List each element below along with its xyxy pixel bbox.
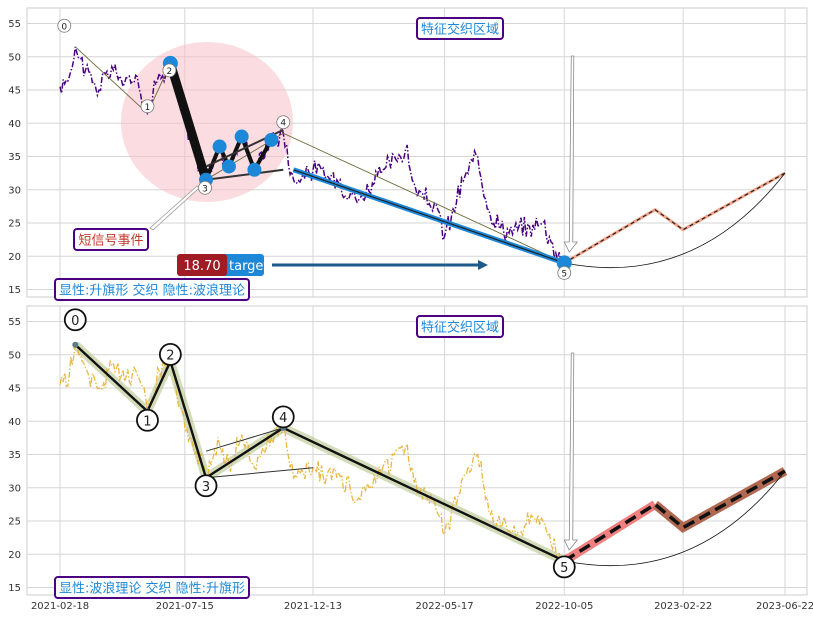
feature-zone-label-frame [416, 315, 504, 338]
target-arrow-head [478, 260, 488, 270]
wave-label-text: 2 [166, 67, 172, 77]
wave-label-circle [57, 18, 72, 33]
projection-line [563, 469, 786, 563]
wave-label-circle [194, 474, 218, 498]
wave-label-circle [158, 342, 182, 366]
feature-arrow [563, 55, 579, 253]
signal-event-label-frame [73, 228, 149, 251]
y-tick-label: 20 [8, 252, 21, 263]
y-tick-label: 25 [8, 219, 21, 230]
y-tick-label: 55 [8, 19, 21, 30]
wave-label-text: 5 [560, 561, 568, 576]
pattern-legend-label: 显性:波浪理论 交织 隐性:升旗形 [54, 576, 250, 599]
wave-label-circle [552, 555, 576, 579]
wave-label-text: 1 [145, 103, 151, 113]
wave-line [74, 343, 565, 562]
pattern-legend-label-text: 显性:波浪理论 交织 隐性:升旗形 [59, 581, 245, 597]
wave-label-text: 5 [561, 269, 567, 279]
channel-top [205, 427, 284, 452]
pattern-legend-label: 显性:升旗形 交织 隐性:波浪理论 [54, 278, 250, 301]
signal-arrow [149, 185, 200, 231]
wave-label-circle [136, 408, 159, 432]
pattern-legend-label-frame [54, 576, 250, 599]
wave-label-circle [271, 405, 295, 429]
flag-channel-bottom [205, 168, 284, 181]
feature-zone-label-text: 特征交织区域 [421, 320, 499, 336]
y-tick-label: 35 [8, 152, 21, 163]
wave-label-text: 3 [202, 184, 208, 194]
wave-label-text: 3 [202, 480, 210, 495]
flag-marker [221, 159, 236, 174]
projection-band [561, 500, 658, 565]
projection-arc [564, 172, 786, 269]
y-tick-label: 20 [8, 550, 21, 561]
y-tick-label: 35 [8, 450, 21, 461]
y-tick-label: 40 [8, 119, 21, 130]
y-tick-label: 50 [8, 52, 21, 63]
y-tick-label: 30 [8, 483, 21, 494]
plot-content: 0 1 2 3 4 5 [59, 308, 788, 579]
target-text: target [229, 259, 269, 274]
wave-label-text: 0 [71, 314, 79, 329]
plot-area [26, 305, 808, 596]
projection-arc [564, 470, 786, 567]
feature-zone-label-frame [416, 17, 504, 40]
flag-pole [166, 62, 211, 182]
wave-marker [72, 341, 79, 348]
feature-arrow [563, 352, 579, 551]
wave-label-circle [63, 308, 87, 332]
y-tick-label: 45 [8, 86, 21, 97]
y-tick-label: 40 [8, 417, 21, 428]
y-tick-label: 30 [8, 185, 21, 196]
y-tick-label: 45 [8, 384, 21, 395]
y-tick-label: 15 [8, 583, 21, 594]
wave-label-text: 2 [166, 348, 174, 363]
flag-marker [212, 139, 227, 154]
wave-label-circle [276, 115, 291, 130]
pattern-legend-label-frame [54, 278, 250, 301]
wave-label-circle [140, 99, 155, 114]
projection-line [563, 172, 786, 264]
x-tick-label: 2023-02-22 [654, 601, 712, 612]
wave-label-circle [557, 265, 572, 280]
wave-label-text: 4 [280, 119, 286, 129]
wave-label-circle [162, 63, 177, 78]
y-tick-label: 15 [8, 285, 21, 296]
x-tick-label: 2023-06-22 [756, 601, 813, 612]
price-series-line [59, 46, 565, 268]
x-tick-label: 2022-05-17 [416, 601, 474, 612]
flag-marker [247, 162, 262, 177]
x-tick-label: 2021-07-15 [156, 601, 214, 612]
target-label: target 18.70 [177, 254, 269, 276]
plot-content: 0 1 2 3 4 5 [57, 18, 786, 280]
flag-marker [264, 132, 279, 147]
flag-marker [234, 129, 249, 144]
signal-event-label-text: 短信号事件 [78, 234, 143, 249]
x-tick-label: 2021-02-18 [31, 601, 89, 612]
target-value-text: 18.70 [183, 259, 220, 274]
x-tick-label: 2021-12-13 [284, 601, 342, 612]
pattern-legend-label-text: 显性:升旗形 交织 隐性:波浪理论 [59, 283, 245, 299]
feature-zone-label: 特征交织区域 [416, 17, 504, 40]
wave-label-text: 0 [61, 22, 67, 32]
target-value-frame [177, 254, 227, 276]
wave-label-text: 1 [143, 414, 151, 429]
channel-bottom [205, 467, 314, 479]
feature-zone-label: 特征交织区域 [416, 315, 504, 338]
flag-marker [556, 255, 572, 271]
signal-event-label: 短信号事件 [73, 228, 149, 251]
y-tick-label: 25 [8, 517, 21, 528]
y-tick-label: 50 [8, 350, 21, 361]
y-tick-label: 55 [8, 317, 21, 328]
breakout-line [293, 169, 565, 264]
x-tick-label: 2022-10-05 [535, 601, 593, 612]
wave-label-text: 4 [279, 411, 287, 426]
feature-zone-label-text: 特征交织区域 [421, 22, 499, 38]
